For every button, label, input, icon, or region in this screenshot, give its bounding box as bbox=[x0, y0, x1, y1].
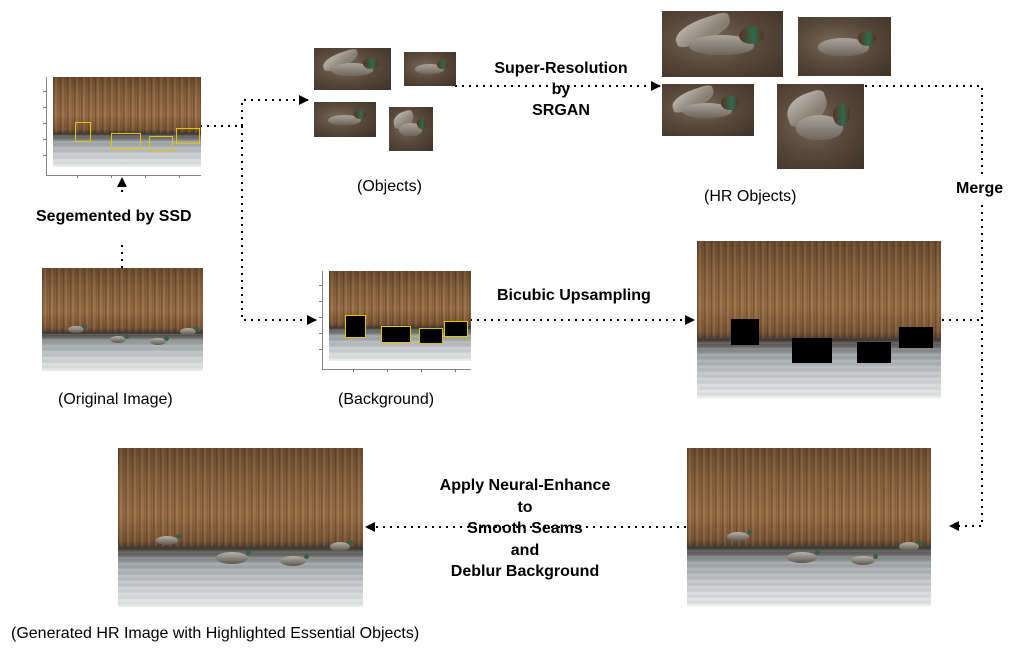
caption-background: (Background) bbox=[338, 391, 435, 408]
label-bicubic: Bicubic Upsampling bbox=[497, 287, 651, 304]
masked-region bbox=[731, 319, 759, 345]
original-image bbox=[42, 268, 203, 371]
segmented-photo bbox=[53, 77, 201, 167]
caption-generated: (Generated HR Image with Highlighted Ess… bbox=[11, 625, 420, 642]
object-thumb bbox=[314, 102, 376, 137]
duck bbox=[280, 554, 309, 566]
label-segmented: Segemented by SSD bbox=[36, 208, 192, 225]
detection-box bbox=[111, 133, 141, 150]
object-thumb bbox=[314, 48, 391, 90]
arrow-ssd-to-objects bbox=[200, 95, 309, 127]
caption-objects: (Objects) bbox=[357, 178, 422, 195]
duck bbox=[156, 534, 181, 545]
background-photo bbox=[329, 271, 471, 361]
duck bbox=[68, 324, 87, 333]
hr-object-thumb bbox=[662, 11, 783, 77]
merged-image bbox=[687, 448, 931, 606]
arrow-ssd-to-background bbox=[241, 126, 317, 325]
masked-region bbox=[899, 327, 933, 348]
hr-object-thumb bbox=[777, 84, 864, 169]
detection-box bbox=[75, 122, 91, 142]
duck bbox=[727, 530, 752, 541]
detection-box bbox=[444, 321, 468, 337]
label-neural-enhance: Apply Neural-Enhance to Smooth Seams and… bbox=[439, 477, 611, 580]
hr-object-thumb bbox=[662, 84, 754, 136]
caption-hr-objects: (HR Objects) bbox=[704, 188, 797, 205]
object-thumb bbox=[404, 52, 456, 86]
label-super-resolution: Super-Resolution by SRGAN bbox=[494, 60, 628, 119]
detection-box bbox=[176, 128, 200, 144]
label-merge: Merge bbox=[956, 180, 1004, 197]
detection-box bbox=[419, 328, 443, 344]
duck bbox=[787, 550, 820, 563]
segmented-image bbox=[43, 77, 201, 178]
masked-region bbox=[792, 338, 832, 363]
duck bbox=[216, 550, 251, 564]
object-thumb bbox=[389, 107, 433, 151]
detection-box bbox=[149, 136, 173, 151]
duck bbox=[330, 540, 353, 551]
duck bbox=[180, 326, 199, 335]
hr-object-thumb bbox=[798, 17, 891, 76]
generated-hr-image bbox=[118, 448, 363, 607]
detection-box bbox=[345, 315, 366, 338]
detection-box bbox=[381, 326, 411, 343]
duck bbox=[150, 336, 169, 345]
duck bbox=[110, 334, 129, 343]
background-image bbox=[319, 271, 471, 372]
duck bbox=[899, 540, 922, 551]
caption-original: (Original Image) bbox=[58, 391, 173, 408]
upsampled-background-image bbox=[697, 241, 941, 398]
masked-region bbox=[857, 342, 891, 363]
arrow-hr-to-merge bbox=[865, 85, 983, 175]
duck bbox=[851, 554, 878, 565]
